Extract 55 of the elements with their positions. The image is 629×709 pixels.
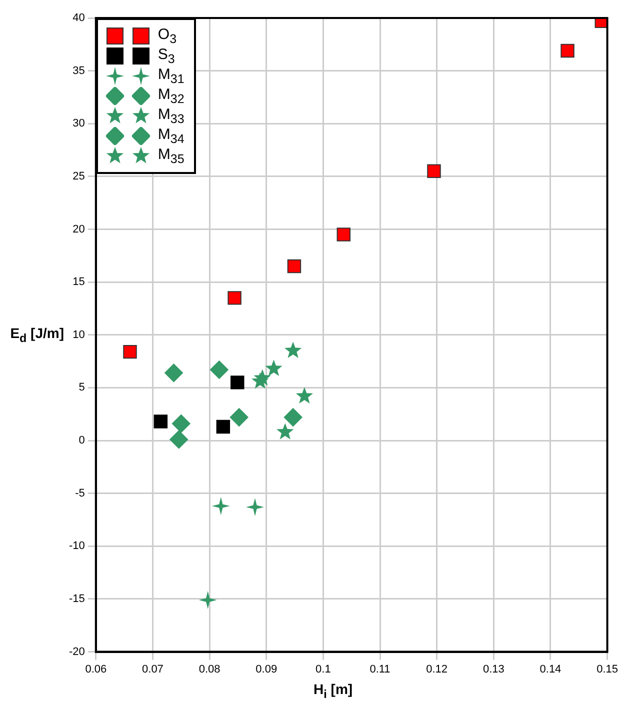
point [198, 591, 217, 610]
point [246, 498, 264, 516]
legend-label: O$_{3}$ [158, 26, 177, 46]
x-tick-label: 0.09 [256, 663, 278, 676]
point [252, 372, 269, 389]
y-tick-label: 5 [78, 382, 85, 394]
point [230, 408, 248, 426]
point [284, 342, 302, 358]
point [123, 344, 137, 359]
x-axis-title: H$_{i}$ [m] [312, 681, 354, 701]
legend-label: M$_{35}$ [158, 146, 184, 166]
legend-label: M$_{32}$ [158, 86, 184, 106]
point [230, 376, 244, 390]
point [210, 360, 228, 379]
point [287, 259, 302, 274]
x-tick-label: 0.06 [85, 663, 107, 676]
y-tick-label: -15 [68, 593, 85, 606]
point [265, 360, 282, 376]
y-tick-label: 10 [72, 328, 85, 341]
legend-label: M$_{33}$ [158, 106, 184, 126]
point [296, 387, 313, 404]
y-tick-label: 40 [72, 12, 85, 24]
x-tick-label: 0.08 [198, 663, 220, 676]
legend-label: M$_{34}$ [158, 126, 184, 146]
point [228, 291, 242, 305]
x-tick-label: 0.11 [370, 663, 390, 676]
legend-label: S$_{3}$ [158, 46, 175, 66]
x-tick-label: 0.1 [316, 663, 331, 676]
point [154, 414, 168, 428]
x-tick-label: 0.14 [540, 663, 562, 676]
y-tick-label: -10 [68, 540, 85, 552]
point [164, 364, 183, 382]
point [560, 44, 574, 58]
x-tick-label: 0.15 [596, 663, 618, 676]
y-tick-label: -5 [75, 487, 85, 500]
legend-label: M$_{31}$ [158, 66, 184, 86]
y-tick-label: 35 [72, 64, 85, 77]
y-tick-label: 20 [72, 223, 85, 236]
x-tick-label: 0.07 [142, 663, 164, 676]
x-tick-label: 0.12 [426, 663, 448, 676]
point [284, 408, 302, 426]
point [276, 423, 294, 440]
x-tick-label: 0.13 [482, 663, 504, 676]
y-tick-label: 15 [72, 276, 85, 288]
y-tick-label: 0 [78, 434, 85, 447]
point [336, 228, 351, 242]
point [170, 430, 188, 448]
y-tick-label: 30 [72, 118, 85, 130]
point [172, 414, 190, 433]
point [427, 164, 441, 178]
y-tick-label: -20 [68, 646, 85, 658]
point [212, 497, 230, 516]
point [216, 420, 230, 434]
y-tick-label: 25 [72, 170, 85, 182]
y-axis-title: E$_{d}$ [J/m] [9, 324, 64, 345]
